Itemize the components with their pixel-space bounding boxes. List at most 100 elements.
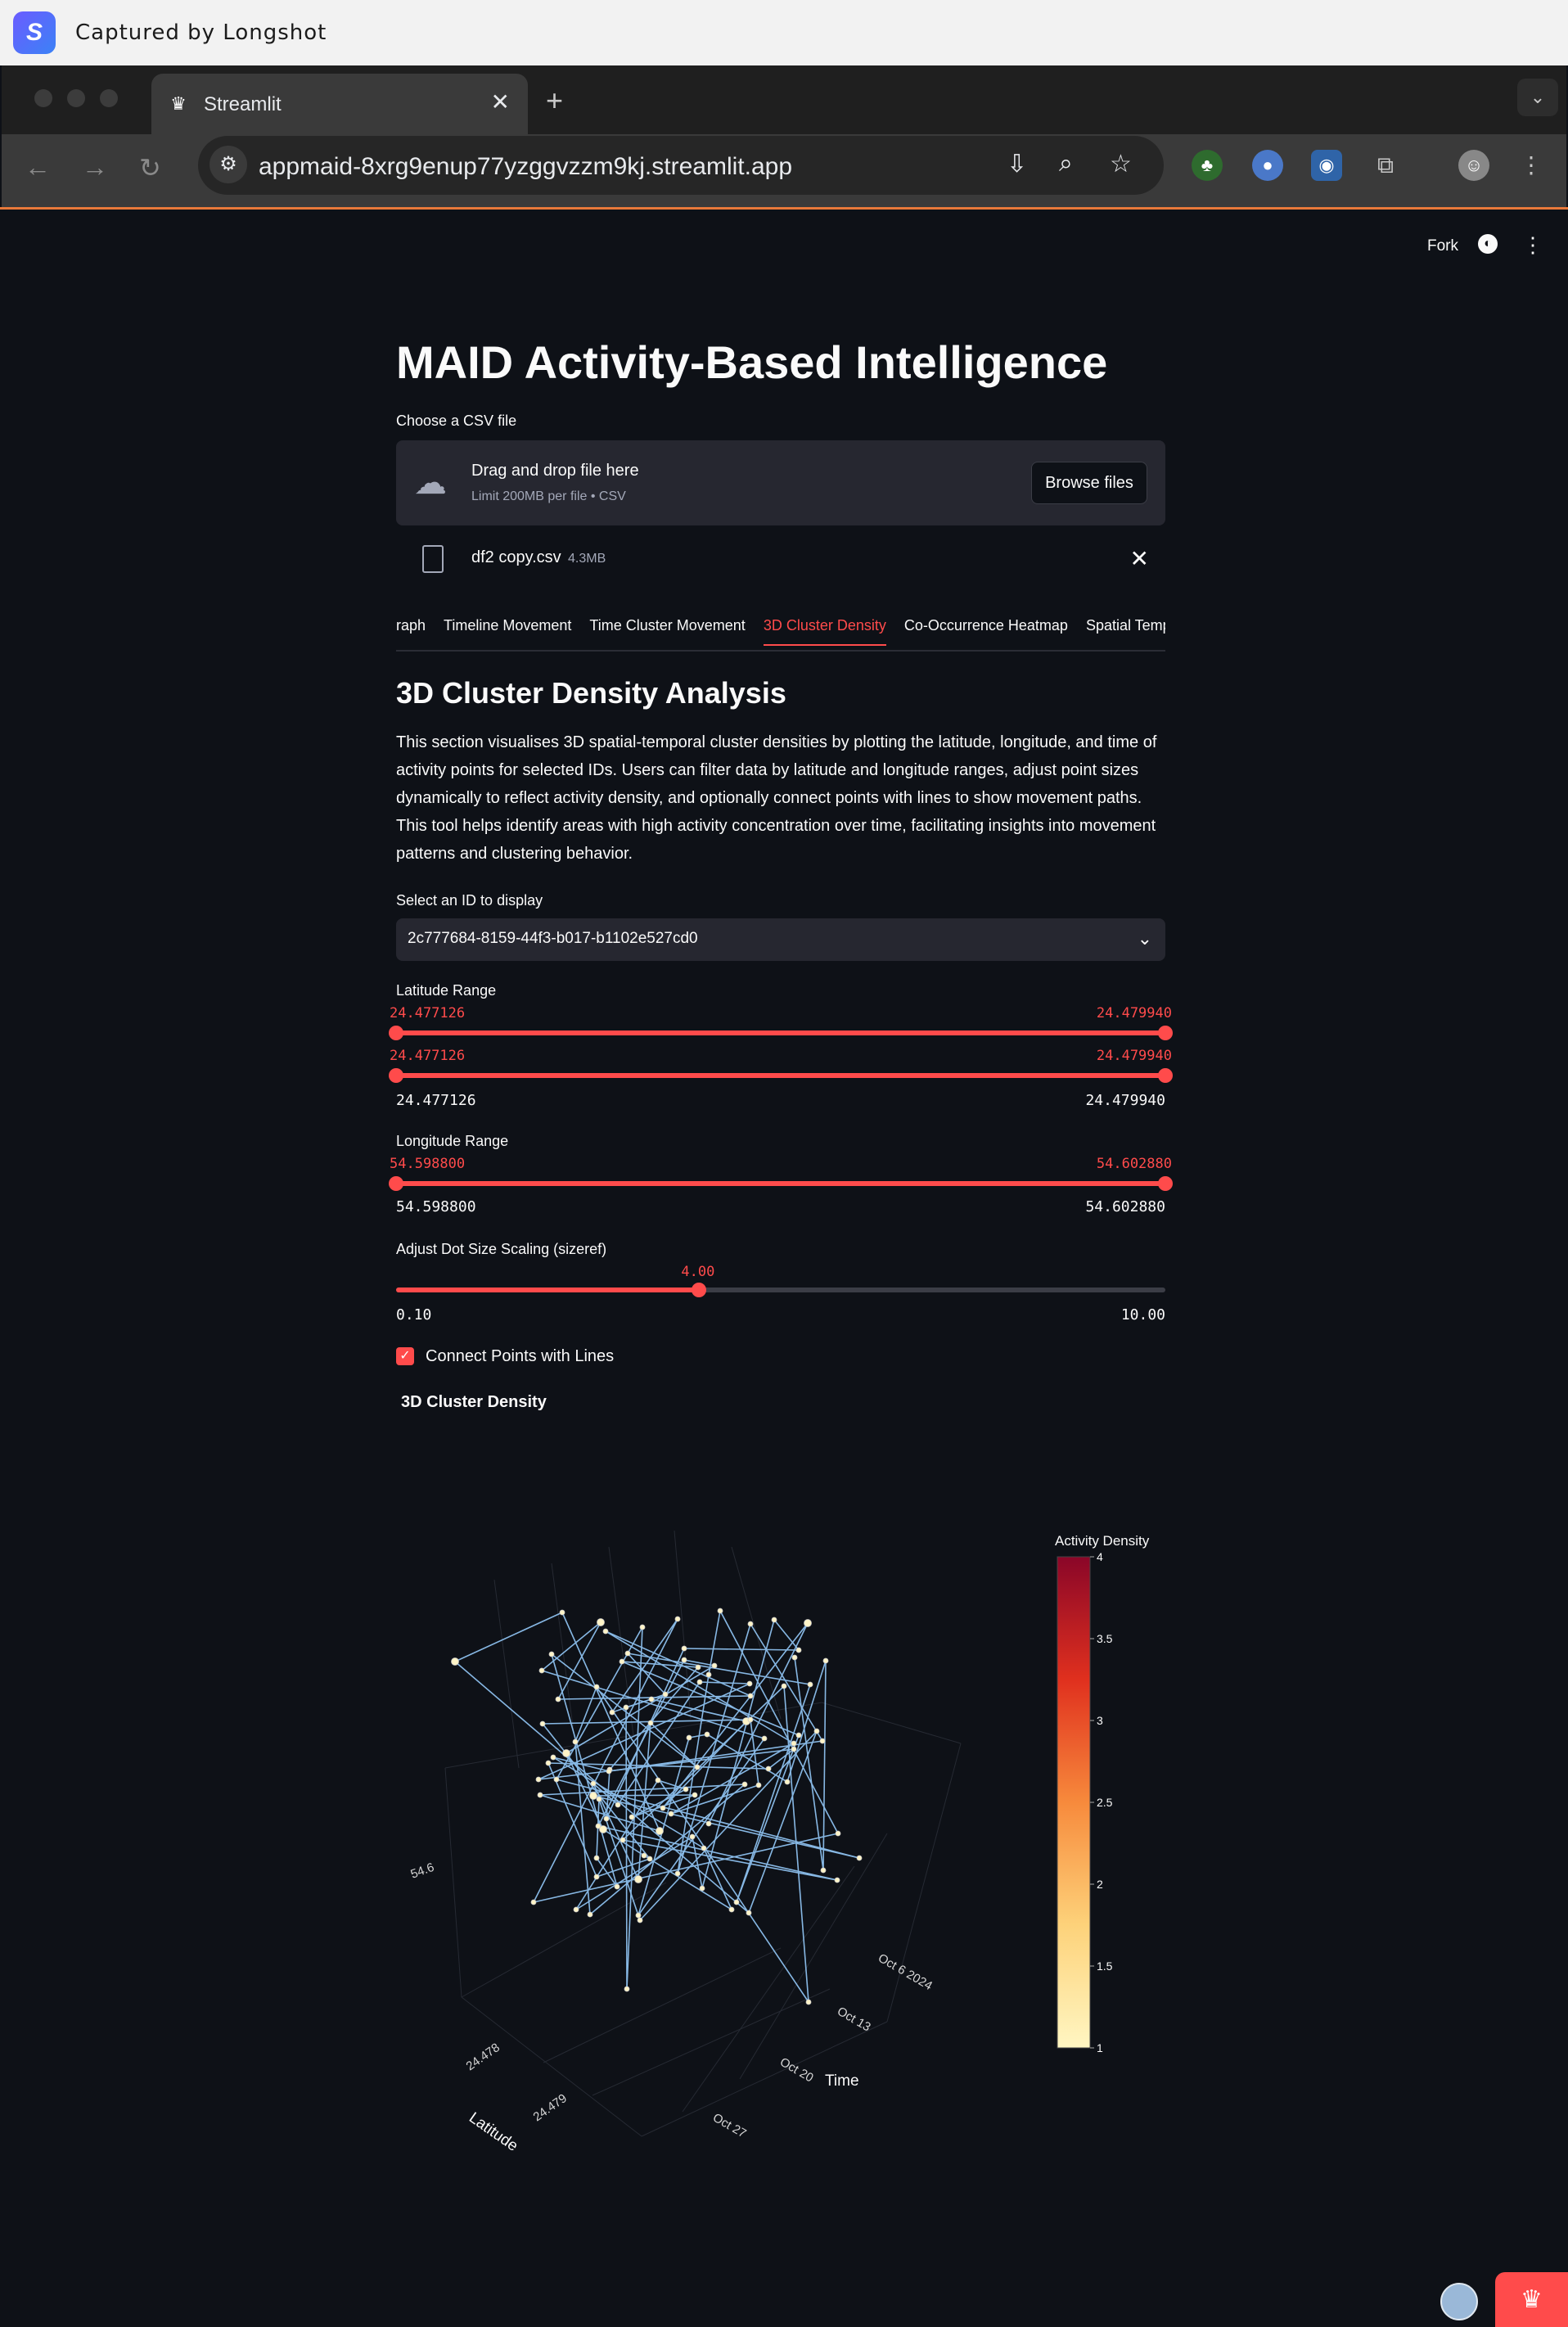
data-point[interactable]: [548, 1651, 555, 1657]
data-point[interactable]: [553, 1776, 560, 1783]
data-point[interactable]: [593, 1684, 600, 1690]
data-point[interactable]: [624, 1986, 630, 1992]
profile-avatar[interactable]: ☺: [1458, 150, 1489, 181]
data-point[interactable]: [795, 1647, 802, 1653]
new-tab-button[interactable]: +: [546, 83, 564, 117]
data-point[interactable]: [741, 1781, 748, 1788]
forward-icon[interactable]: →: [82, 152, 108, 182]
data-point[interactable]: [451, 1657, 459, 1666]
data-point[interactable]: [609, 1709, 615, 1716]
data-point[interactable]: [701, 1845, 707, 1851]
data-point[interactable]: [699, 1885, 705, 1892]
data-point[interactable]: [835, 1830, 841, 1837]
tab-close-icon[interactable]: ✕: [490, 89, 510, 115]
site-settings-icon[interactable]: ⚙: [210, 146, 247, 183]
bookmark-star-icon[interactable]: ☆: [1110, 151, 1132, 178]
window-minimize-button[interactable]: [67, 89, 85, 107]
latitude-high-thumb-2[interactable]: [1158, 1068, 1173, 1083]
data-point[interactable]: [856, 1855, 863, 1861]
data-point[interactable]: [559, 1609, 565, 1616]
data-point[interactable]: [747, 1693, 754, 1699]
data-point[interactable]: [686, 1734, 692, 1741]
tab-graph[interactable]: Graph: [396, 617, 426, 634]
data-point[interactable]: [603, 1815, 610, 1822]
latitude-high-thumb[interactable]: [1158, 1026, 1173, 1040]
data-point[interactable]: [747, 1621, 754, 1627]
data-point[interactable]: [681, 1657, 687, 1663]
fork-link[interactable]: Fork: [1427, 237, 1458, 255]
main-menu-icon[interactable]: ⋮: [1522, 232, 1543, 257]
data-point[interactable]: [807, 1681, 813, 1688]
github-icon[interactable]: ◐: [1478, 234, 1498, 254]
remove-file-icon[interactable]: ✕: [1129, 546, 1149, 571]
data-point[interactable]: [573, 1906, 579, 1913]
back-icon[interactable]: ←: [25, 152, 51, 182]
data-point[interactable]: [805, 1999, 812, 2005]
3d-scatter-plot[interactable]: Activity Density 4 3.5 3 2.5 2 1.5 1 54.6 24.4…: [396, 1424, 1165, 2243]
data-point[interactable]: [535, 1776, 542, 1783]
data-point[interactable]: [599, 1825, 607, 1833]
longitude-track[interactable]: [389, 1176, 1173, 1191]
data-point[interactable]: [705, 1820, 712, 1827]
data-point[interactable]: [668, 1811, 674, 1817]
window-close-button[interactable]: [34, 89, 52, 107]
latitude-track[interactable]: [389, 1026, 1173, 1040]
reload-icon[interactable]: ↻: [139, 153, 161, 183]
data-point[interactable]: [683, 1786, 689, 1793]
data-point[interactable]: [655, 1777, 661, 1784]
data-point[interactable]: [822, 1657, 829, 1664]
data-point[interactable]: [550, 1754, 556, 1761]
data-point[interactable]: [784, 1779, 791, 1785]
data-point[interactable]: [728, 1906, 735, 1913]
data-point[interactable]: [781, 1683, 787, 1689]
browser-tab[interactable]: ♛ Streamlit ✕: [151, 74, 528, 134]
tab-timeline-movement[interactable]: Timeline Movement: [444, 617, 572, 634]
data-point[interactable]: [637, 1917, 643, 1923]
data-point[interactable]: [771, 1617, 777, 1623]
data-point[interactable]: [660, 1805, 666, 1811]
data-point[interactable]: [705, 1671, 712, 1678]
data-point[interactable]: [619, 1658, 625, 1665]
data-point[interactable]: [620, 1837, 626, 1843]
data-point[interactable]: [689, 1833, 696, 1840]
data-point[interactable]: [555, 1696, 561, 1702]
data-point[interactable]: [647, 1856, 653, 1862]
data-point[interactable]: [795, 1732, 802, 1738]
data-point[interactable]: [562, 1749, 570, 1757]
data-point[interactable]: [681, 1645, 687, 1652]
data-point[interactable]: [593, 1874, 600, 1880]
data-point[interactable]: [647, 1720, 654, 1726]
data-point[interactable]: [791, 1740, 797, 1747]
data-point[interactable]: [694, 1764, 701, 1770]
data-point[interactable]: [746, 1910, 752, 1916]
data-point[interactable]: [733, 1899, 740, 1905]
data-point[interactable]: [791, 1746, 797, 1752]
tab-spatial-tempo[interactable]: Spatial Tempo: [1085, 617, 1165, 634]
data-point[interactable]: [656, 1827, 664, 1835]
tab-3d-cluster-density[interactable]: 3D Cluster Density: [763, 612, 886, 646]
data-point[interactable]: [755, 1782, 762, 1788]
data-point[interactable]: [629, 1814, 635, 1820]
data-point[interactable]: [587, 1911, 593, 1918]
window-maximize-button[interactable]: [100, 89, 118, 107]
streamlit-badge-icon[interactable]: ♛: [1495, 2272, 1568, 2327]
data-point[interactable]: [589, 1792, 597, 1800]
extension-tree-icon[interactable]: ♣: [1192, 150, 1223, 181]
data-point[interactable]: [765, 1766, 772, 1772]
data-point[interactable]: [634, 1875, 642, 1883]
latitude-track-2[interactable]: [389, 1068, 1173, 1083]
viewer-avatar[interactable]: [1440, 2283, 1478, 2320]
dot-size-thumb[interactable]: [692, 1283, 707, 1297]
tab-time-cluster-movement[interactable]: Time Cluster Movement: [589, 617, 746, 634]
data-point[interactable]: [696, 1679, 703, 1685]
data-point[interactable]: [820, 1867, 827, 1874]
data-point[interactable]: [635, 1912, 642, 1919]
data-point[interactable]: [813, 1728, 820, 1734]
data-point[interactable]: [674, 1870, 681, 1877]
tab-co-occurrence-heatmap[interactable]: Co-Occurrence Heatmap: [903, 617, 1068, 634]
data-point[interactable]: [674, 1616, 681, 1622]
data-point[interactable]: [572, 1738, 579, 1745]
data-point[interactable]: [834, 1877, 840, 1883]
browser-menu-icon[interactable]: ⋮: [1520, 152, 1543, 178]
id-select[interactable]: 2c777684-8159-44f3-b017-b1102e527cd0 ⌄: [396, 918, 1165, 961]
